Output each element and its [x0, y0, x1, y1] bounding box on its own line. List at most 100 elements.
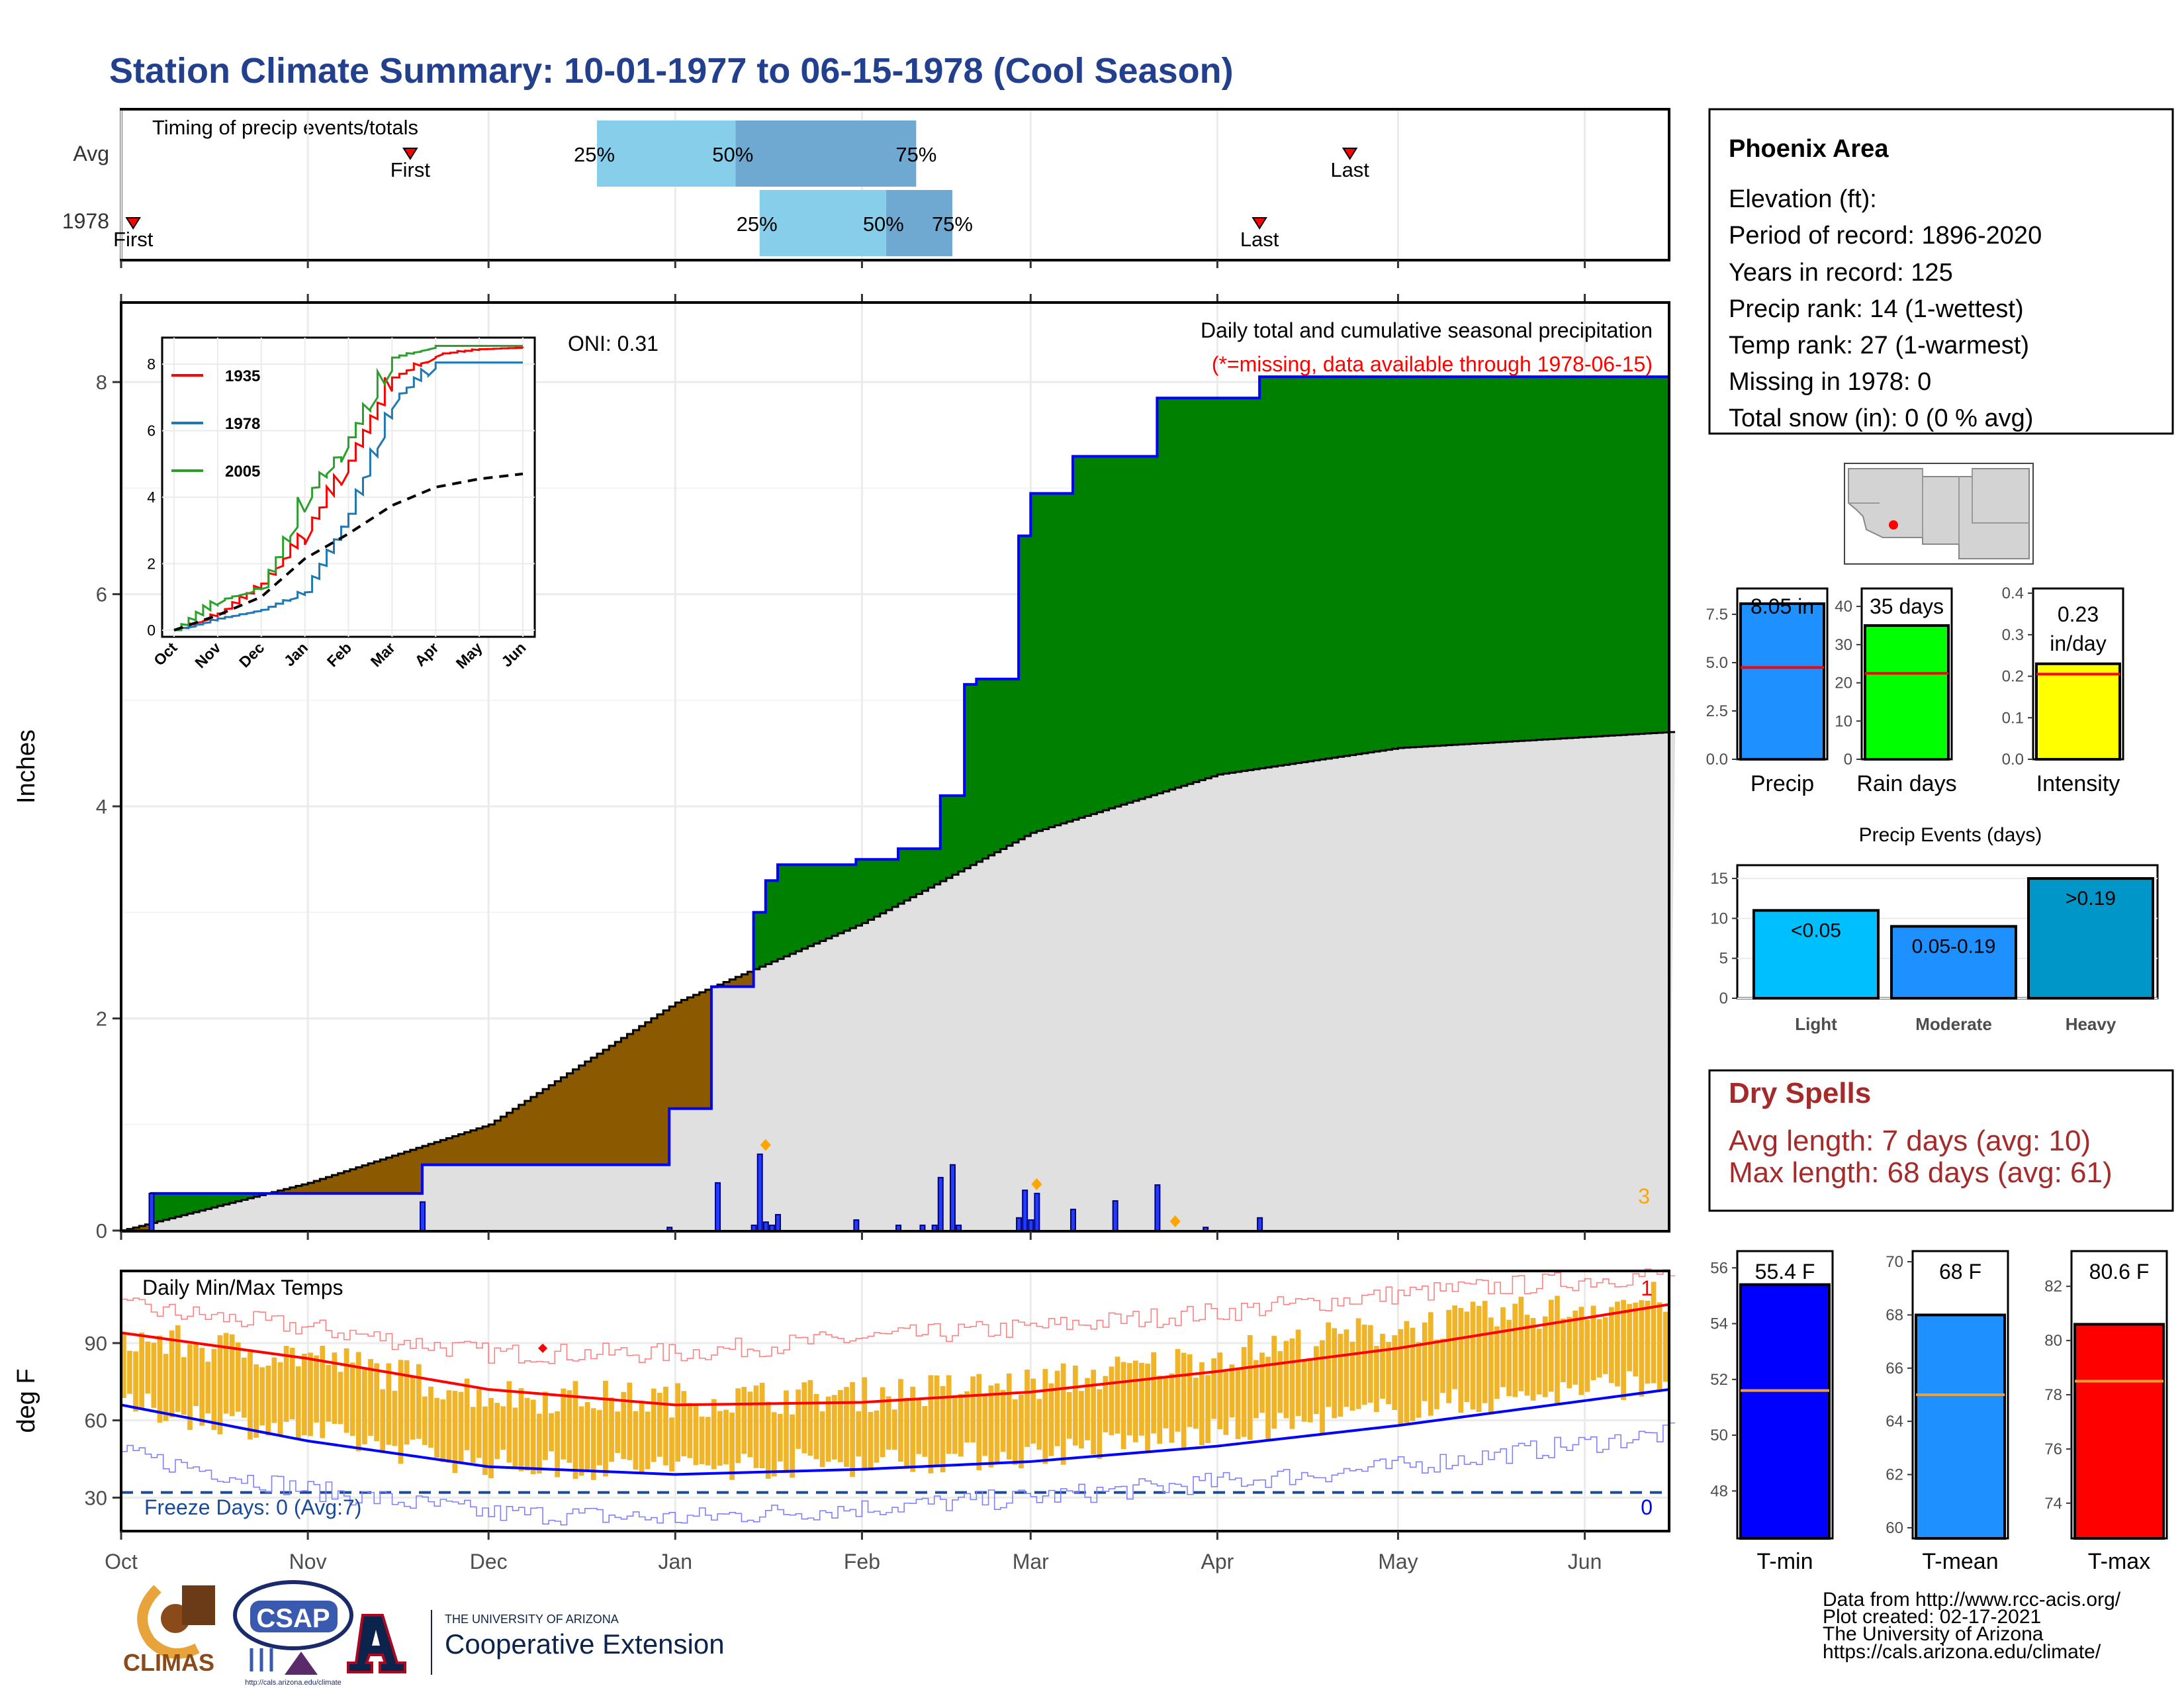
surplus-fill [1247, 398, 1254, 771]
deficit-fill [572, 1069, 580, 1165]
deficit-fill [283, 1189, 291, 1194]
surplus-fill [868, 859, 875, 920]
daily-precip-bar [1034, 1192, 1040, 1232]
daily-temp-bar [271, 1357, 277, 1423]
surplus-fill [922, 849, 929, 891]
surplus-fill [1109, 456, 1116, 809]
deficit-fill [464, 1132, 471, 1165]
surplus-fill [217, 1193, 224, 1206]
temp-chart-ytick-label: 54 [1710, 1315, 1728, 1333]
daily-temp-bar [747, 1391, 753, 1458]
surplus-fill [223, 1193, 230, 1205]
surplus-fill [898, 849, 905, 904]
surplus-fill [1386, 377, 1392, 750]
temp-title: Daily Min/Max Temps [142, 1276, 343, 1299]
deficit-fill [621, 1038, 628, 1165]
surplus-fill [1398, 377, 1405, 748]
deficit-fill [332, 1175, 339, 1194]
deficit-fill [651, 1018, 658, 1165]
surplus-fill [1036, 493, 1044, 831]
daily-precip-bar [715, 1182, 721, 1232]
daily-temp-bar [572, 1381, 578, 1479]
daily-precip-bar [919, 1224, 926, 1232]
daily-temp-bar [127, 1350, 132, 1394]
surplus-fill [1470, 377, 1477, 744]
temp-chart-ytick-label: 48 [1710, 1482, 1728, 1500]
precip-missing-count: 3 [1638, 1184, 1650, 1208]
surplus-fill [1530, 377, 1537, 741]
daily-temp-bar [145, 1341, 151, 1394]
station-line-precip-rank: Precip rank: 14 (1-wettest) [1729, 295, 2024, 323]
surplus-fill [1584, 377, 1592, 737]
daily-temp-bar [838, 1390, 843, 1462]
surplus-fill [771, 880, 778, 962]
daily-temp-bar [1145, 1364, 1150, 1452]
deficit-fill [735, 976, 743, 987]
daily-temp-bar [1380, 1333, 1385, 1399]
deficit-fill [633, 1030, 640, 1165]
deficit-fill [524, 1101, 531, 1165]
temp-ytick-label: 60 [85, 1409, 107, 1432]
month-label: Jan [659, 1550, 693, 1573]
daily-temp-bar [295, 1366, 301, 1438]
month-label: Mar [1013, 1550, 1049, 1573]
daily-temp-bar [1567, 1317, 1572, 1389]
month-label: Oct [105, 1550, 138, 1573]
surplus-fill [1157, 398, 1164, 794]
daily-temp-bar [1561, 1318, 1566, 1383]
surplus-fill [1343, 377, 1351, 756]
surplus-fill [1163, 398, 1170, 792]
deficit-fill [530, 1097, 537, 1165]
surplus-fill [1199, 398, 1206, 780]
deficit-fill [476, 1128, 483, 1165]
daily-temp-bar [253, 1364, 259, 1438]
daily-precip-bar [762, 1221, 769, 1232]
surplus-fill [838, 865, 844, 933]
daily-temp-bar [1030, 1378, 1036, 1444]
surplus-fill [1367, 377, 1375, 753]
daily-temp-bar [1555, 1295, 1560, 1404]
daily-temp-bar [922, 1406, 928, 1457]
daily-temp-bar [1132, 1360, 1138, 1442]
deficit-fill [578, 1065, 586, 1165]
surplus-fill [248, 1193, 254, 1199]
daily-temp-bar [392, 1391, 398, 1446]
daily-temp-bar [181, 1357, 187, 1415]
month-label: Dec [470, 1550, 508, 1573]
dry-spells-avg: Avg length: 7 days (avg: 10) [1729, 1125, 2091, 1157]
temp-chart-ytick-label: 64 [1886, 1413, 1903, 1430]
surplus-fill [1193, 398, 1200, 782]
daily-temp-bar [133, 1351, 138, 1412]
temp-chart-ytick-label: 70 [1886, 1253, 1903, 1271]
surplus-fill [1567, 377, 1573, 738]
temp-chart-bar-t-max [2073, 1323, 2165, 1540]
daily-temp-bar [970, 1376, 976, 1443]
deficit-fill [338, 1173, 345, 1194]
surplus-fill [880, 859, 887, 914]
small-chart-ytick-label: 0.0 [2002, 751, 2024, 769]
events-bar-light [1752, 909, 1880, 1000]
daily-temp-bar [1006, 1373, 1012, 1460]
deficit-fill [343, 1171, 351, 1194]
deficit-fill [349, 1169, 357, 1194]
temp-ylabel: deg F [13, 1368, 40, 1432]
daily-temp-bar [994, 1383, 1000, 1464]
daily-precip-bar [853, 1219, 860, 1232]
surplus-fill [187, 1193, 194, 1214]
small-chart-value-label: 35 days [1870, 594, 1944, 618]
small-chart-bar-rain-days [1864, 624, 1950, 761]
daily-temp-bar [1422, 1322, 1428, 1401]
timing-bar-50-75 [735, 120, 917, 187]
surplus-fill [1115, 456, 1122, 807]
station-line-temp-rank: Temp rank: 27 (1-warmest) [1729, 332, 2029, 359]
surplus-fill [1662, 377, 1670, 733]
surplus-fill [874, 859, 881, 917]
daily-temp-bar [1024, 1370, 1030, 1447]
surplus-fill [753, 912, 760, 970]
surplus-fill [1301, 377, 1308, 763]
deficit-fill [543, 1089, 549, 1165]
daily-temp-bar [1452, 1305, 1458, 1389]
daily-temp-bar [1657, 1302, 1662, 1389]
temp-chart-ytick-label: 62 [1886, 1466, 1903, 1484]
surplus-fill [831, 865, 839, 936]
